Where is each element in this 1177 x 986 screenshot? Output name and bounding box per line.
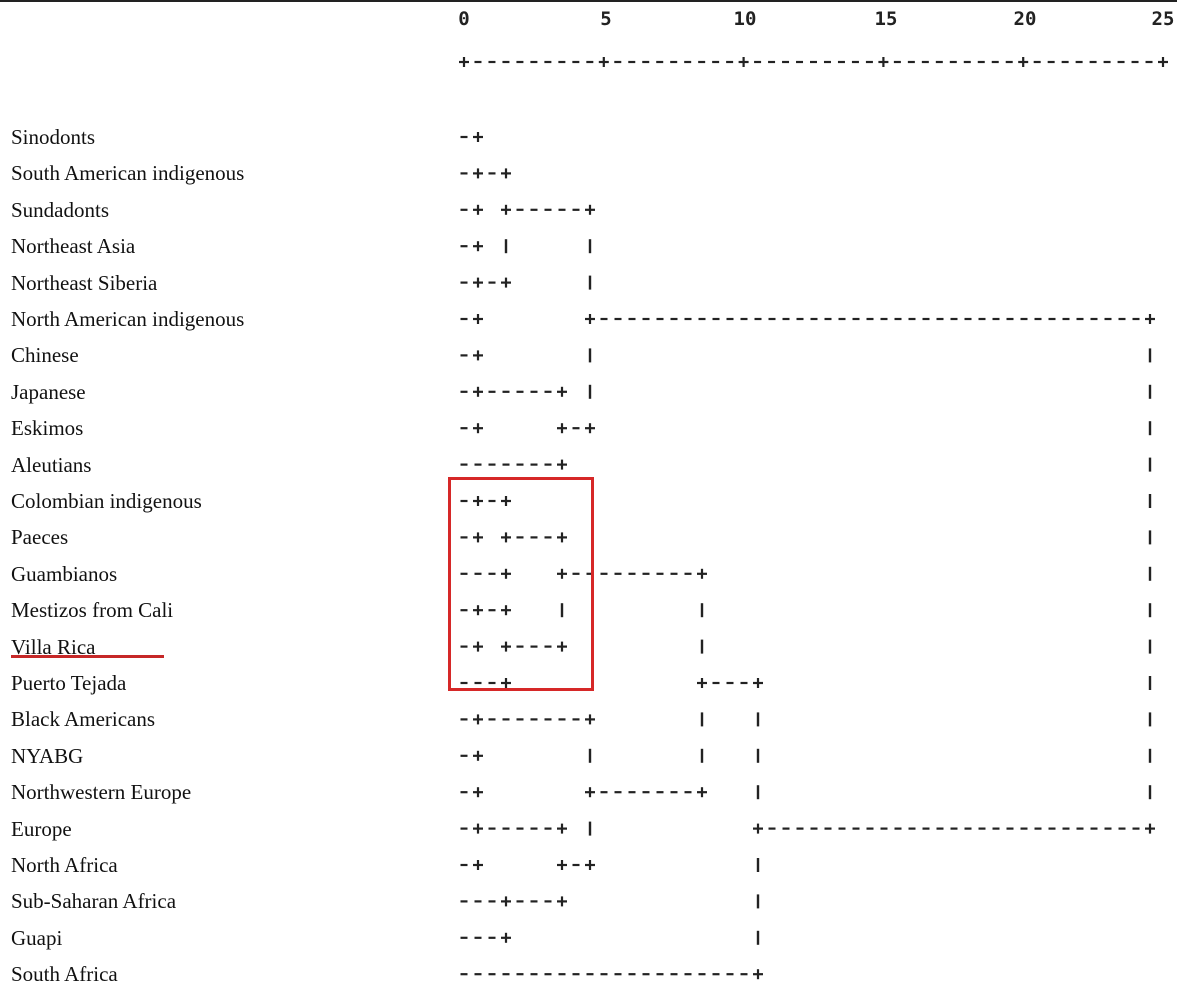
population-label: Guapi [11,925,63,950]
dendrogram-row [460,275,592,290]
dendrogram-row [460,530,1152,545]
population-label: South American indigenous [11,161,245,186]
dendrogram-row [460,457,1152,472]
dendrogram-row [460,566,1152,581]
dendrogram-row [460,894,760,909]
population-label: Northwestern Europe [11,780,192,805]
dendrogram-row [460,748,1152,763]
population-label: Guambianos [11,561,118,586]
dendrogram-row [460,930,760,945]
population-label: Northeast Asia [11,234,136,259]
population-label: Aleutians [11,452,92,477]
dendrogram-row [460,494,1152,508]
dendrogram-row [460,969,763,980]
scale-tick-label: 25 [1151,8,1175,30]
scale-tick-label: 0 [458,8,470,30]
scale-tick-label: 20 [1013,8,1037,30]
dendrogram-row [460,639,1152,654]
population-label: Colombian indigenous [11,489,202,513]
population-label: Paeces [11,525,69,550]
highlight-box [448,477,594,691]
population-label: Eskimos [11,416,84,441]
population-label: Europe [11,816,72,841]
dendrogram-row [460,384,1152,399]
population-label: Black Americans [11,707,156,732]
population-label: Chinese [11,343,79,368]
top-border [0,0,1177,2]
scale-tick-label: 5 [600,8,612,30]
dendrogram-row [460,168,511,179]
dendrogram-row [460,785,1152,800]
dendrogram-row [460,239,592,254]
population-label: Villa Rica [11,634,96,659]
dendrogram-row [460,132,483,142]
scale-tick-label: 10 [733,8,757,30]
population-label: Sundadonts [11,197,110,222]
dendrogram-row [460,348,1152,363]
population-label: Japanese [11,379,86,404]
population-label: Sinodonts [11,125,96,149]
scale-ruler [459,57,1168,67]
population-label: Mestizos from Cali [11,598,174,623]
dendrogram-row [460,603,1152,618]
dendrogram-row [460,314,1155,324]
population-label: North Africa [11,853,118,877]
dendrogram-row [460,676,1152,690]
dendrogram-row [460,712,1152,727]
dendrogram-row [460,421,1152,436]
scale-tick-label: 15 [874,8,898,30]
population-label: Sub-Saharan Africa [11,889,177,914]
population-label: NYABG [11,743,84,768]
population-label: Northeast Siberia [11,270,158,295]
population-label: South Africa [11,962,118,986]
dendrogram-row [460,858,760,872]
dendrogram-row [460,204,595,215]
population-label: North American indigenous [11,307,245,331]
villa-rica-underline [11,655,164,658]
population-label: Puerto Tejada [11,671,127,695]
dendrogram-row [460,821,1155,836]
